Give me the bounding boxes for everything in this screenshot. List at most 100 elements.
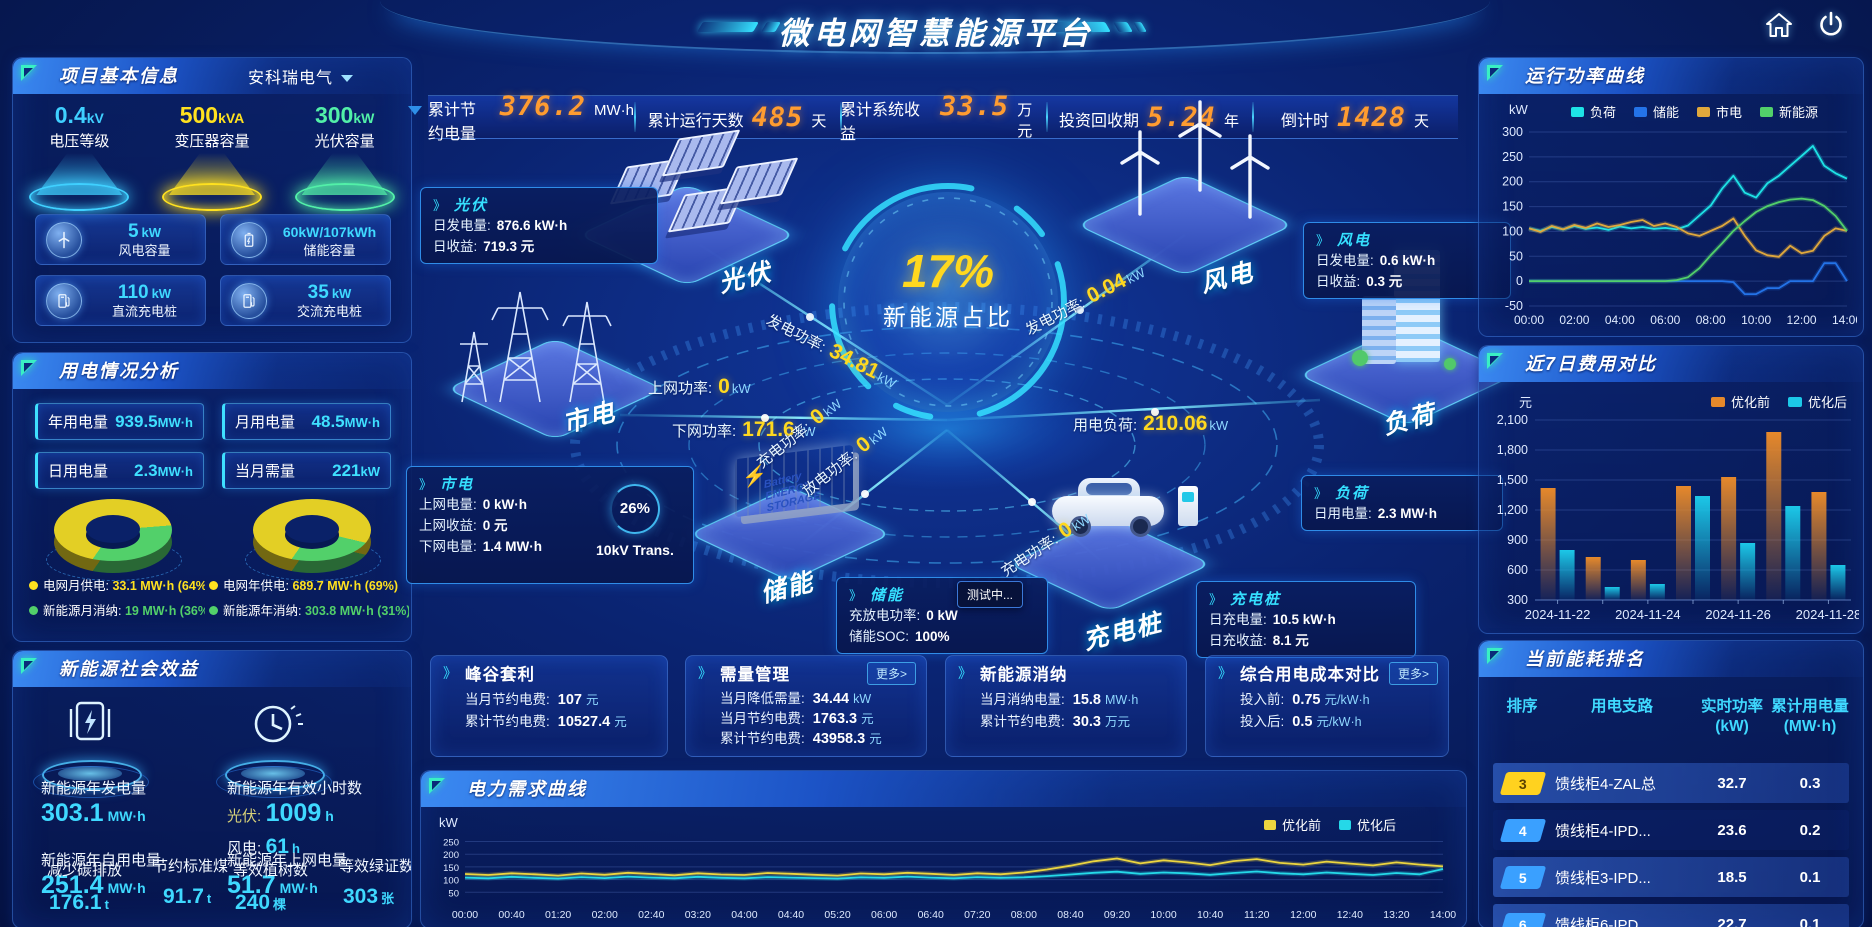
svg-text:2024-11-28: 2024-11-28 (1796, 607, 1859, 622)
svg-text:04:00: 04:00 (731, 909, 757, 921)
capacity-cone: 500kVA 变压器容量 (152, 102, 272, 211)
kpi-item: 累计运行天数 485 天 (634, 102, 840, 133)
usage-stat-chip: 日用电量 2.3MW·h (35, 452, 204, 489)
branch-name: 馈线柜6-IPD (1555, 916, 1639, 927)
svg-text:08:00: 08:00 (1696, 313, 1726, 327)
svg-text:10:40: 10:40 (1197, 909, 1223, 921)
capacity-cards: 5 kW 风电容量 60kW/107kWh 储能容量 110 kW 直流充电桩 35 kW 交… (35, 214, 391, 326)
business-card: 》综合用电成本对比 更多> 投入前: 0.75 元/kW·h 投入后: 0.5 元/kW·h (1205, 655, 1449, 757)
power-icon[interactable] (1816, 10, 1846, 40)
more-button[interactable]: 更多> (866, 661, 916, 685)
capacity-cone: 300kW 光伏容量 (285, 102, 405, 211)
company-select[interactable]: 安科瑞电气 (248, 64, 353, 88)
ranking-table-body: 3 馈线柜4-ZAL总 32.7 0.3 4 馈线柜4-IPD... 23.6 0… (1493, 763, 1849, 927)
panel-corner-icon (21, 65, 37, 81)
legend-item[interactable]: 优化前 (1710, 392, 1770, 411)
kpi-item: 倒计时 1428 天 (1252, 102, 1458, 133)
more-button[interactable]: 更多> (1388, 661, 1438, 685)
svg-text:250: 250 (1502, 150, 1523, 164)
eco-stat-value: 176.1 t (49, 891, 109, 914)
flow-label: 下网功率: 171.6 kW (672, 418, 816, 441)
svg-text:200: 200 (443, 850, 459, 861)
panel-project-info-header: 项目基本信息 (13, 58, 411, 94)
info-box-title: 储能 (870, 587, 905, 604)
card-title: 新能源消纳 (980, 666, 1068, 684)
legend-item[interactable]: 优化前 (1263, 815, 1321, 834)
ranking-table-row[interactable]: 4 馈线柜4-IPD... 23.6 0.2 (1493, 810, 1849, 850)
annual-generation-label: 新能源年发电量 (41, 780, 147, 797)
home-icon[interactable] (1764, 10, 1794, 40)
ranking-table-row[interactable]: 5 馈线柜3-IPD... 18.5 0.1 (1493, 857, 1849, 897)
legend-item[interactable]: 优化后 (1787, 392, 1847, 411)
legend-item[interactable]: 优化后 (1338, 815, 1396, 834)
charger-icon (231, 282, 267, 319)
branch-name: 馈线柜3-IPD... (1555, 869, 1651, 887)
svg-text:04:00: 04:00 (1605, 313, 1635, 327)
svg-text:1,200: 1,200 (1497, 503, 1528, 517)
info-box-row: 储能SOC: 100% (849, 629, 950, 644)
donut-legend-item: 新能源年消纳: 303.8 MW·h (31%) (209, 600, 409, 619)
card-title: 需量管理 (720, 666, 790, 684)
renewable-share-sphere: 17% 新能源占比 (829, 183, 1067, 421)
kpi-item: 累计节约电量 376.2 MW·h (428, 90, 634, 143)
flow-label: 上网功率: 0 kW (648, 375, 751, 398)
rank-badge: 3 (1499, 771, 1547, 795)
usage-donuts (13, 499, 411, 583)
panel-usage-analysis-title: 用电情况分析 (59, 361, 179, 381)
accumulated-energy: 0.3 (1799, 774, 1821, 792)
rank-badge: 4 (1499, 818, 1547, 842)
svg-text:00:00: 00:00 (1514, 313, 1544, 327)
power-chart-legend: 负荷 储能 市电 新能源 (1571, 102, 1818, 121)
card-stat-row: 当月节约电费: 107 元 (465, 692, 599, 708)
legend-item[interactable]: 负荷 (1571, 102, 1616, 121)
svg-text:00:40: 00:40 (498, 909, 524, 921)
collapse-arrow-icon[interactable] (408, 106, 422, 115)
info-box-row: 日发电量: 0.6 kW·h (1316, 253, 1436, 268)
branch-name: 馈线柜4-IPD... (1555, 822, 1651, 840)
svg-text:08:00: 08:00 (1011, 909, 1037, 921)
svg-text:2,100: 2,100 (1497, 414, 1528, 427)
power-chart-unit: kW (1509, 102, 1528, 117)
card-title: 峰谷套利 (465, 666, 535, 684)
usage-stats: 年用电量 939.5MW·h 月用电量 48.5MW·h 日用电量 2.3MW·h 当月需量… (35, 403, 391, 489)
legend-item[interactable]: 新能源 (1760, 102, 1818, 121)
panel-demand-curve-title: 电力需求曲线 (467, 779, 587, 799)
panel-corner-icon (21, 658, 37, 674)
panel-corner-icon (1487, 648, 1503, 664)
month-supply-donut-chart (45, 499, 182, 583)
app-header: 微电网智慧能源平台 (0, 0, 1872, 56)
ranking-table-row[interactable]: 6 馈线柜6-IPD 22.7 0.1 (1493, 904, 1849, 927)
transformer-load-percent: 26% (609, 484, 660, 534)
branch-name: 馈线柜4-ZAL总 (1555, 775, 1656, 793)
panel-social-benefit: 新能源社会效益 新能源年发电量 303.1 MW·h 新能源年有效小时数 光伏: … (12, 650, 412, 927)
chevron-down-icon (341, 75, 353, 83)
ev-car-icon (1052, 478, 1222, 568)
svg-text:02:00: 02:00 (592, 909, 618, 921)
capacity-card: 35 kW 交流充电桩 (220, 275, 391, 326)
info-box-row: 日收益: 719.3 元 (433, 239, 535, 254)
load-info-box: 》负荷 日用电量: 2.3 MW·h (1301, 475, 1503, 531)
kpi-bar: 累计节约电量 376.2 MW·h 累计运行天数 485 天累计系统收益 33.5 万元 投资回… (428, 91, 1458, 143)
info-box-title: 充电桩 (1230, 591, 1282, 608)
ranking-header-cell: 累计用电量 (MW·h) (1771, 698, 1849, 735)
svg-text:1,800: 1,800 (1497, 443, 1528, 457)
svg-text:13:20: 13:20 (1383, 909, 1409, 921)
info-box-row: 上网电量: 0 kW·h (419, 497, 528, 512)
eco-stat-value: 51.7 MW·h (227, 871, 318, 899)
svg-text:150: 150 (1502, 200, 1523, 214)
svg-text:12:40: 12:40 (1337, 909, 1363, 921)
legend-item[interactable]: 市电 (1697, 102, 1742, 121)
info-box-row: 上网收益: 0 元 (419, 518, 508, 533)
ranking-table-row[interactable]: 3 馈线柜4-ZAL总 32.7 0.3 (1493, 763, 1849, 803)
svg-text:02:40: 02:40 (638, 909, 664, 921)
svg-text:08:40: 08:40 (1057, 909, 1083, 921)
card-stat-row: 投入前: 0.75 元/kW·h (1240, 692, 1370, 708)
panel-energy-ranking: 当前能耗排名 排序 用电支路 实时功率 (kW) 累计用电量 (MW·h) 3 馈线柜4-… (1478, 640, 1864, 927)
eco-stat-label: 等效植树数 (233, 862, 309, 879)
legend-item[interactable]: 储能 (1634, 102, 1679, 121)
svg-text:07:20: 07:20 (964, 909, 990, 921)
card-stat-row: 投入后: 0.5 元/kW·h (1240, 714, 1362, 730)
svg-text:06:00: 06:00 (1650, 313, 1680, 327)
rank-badge: 5 (1499, 865, 1547, 889)
